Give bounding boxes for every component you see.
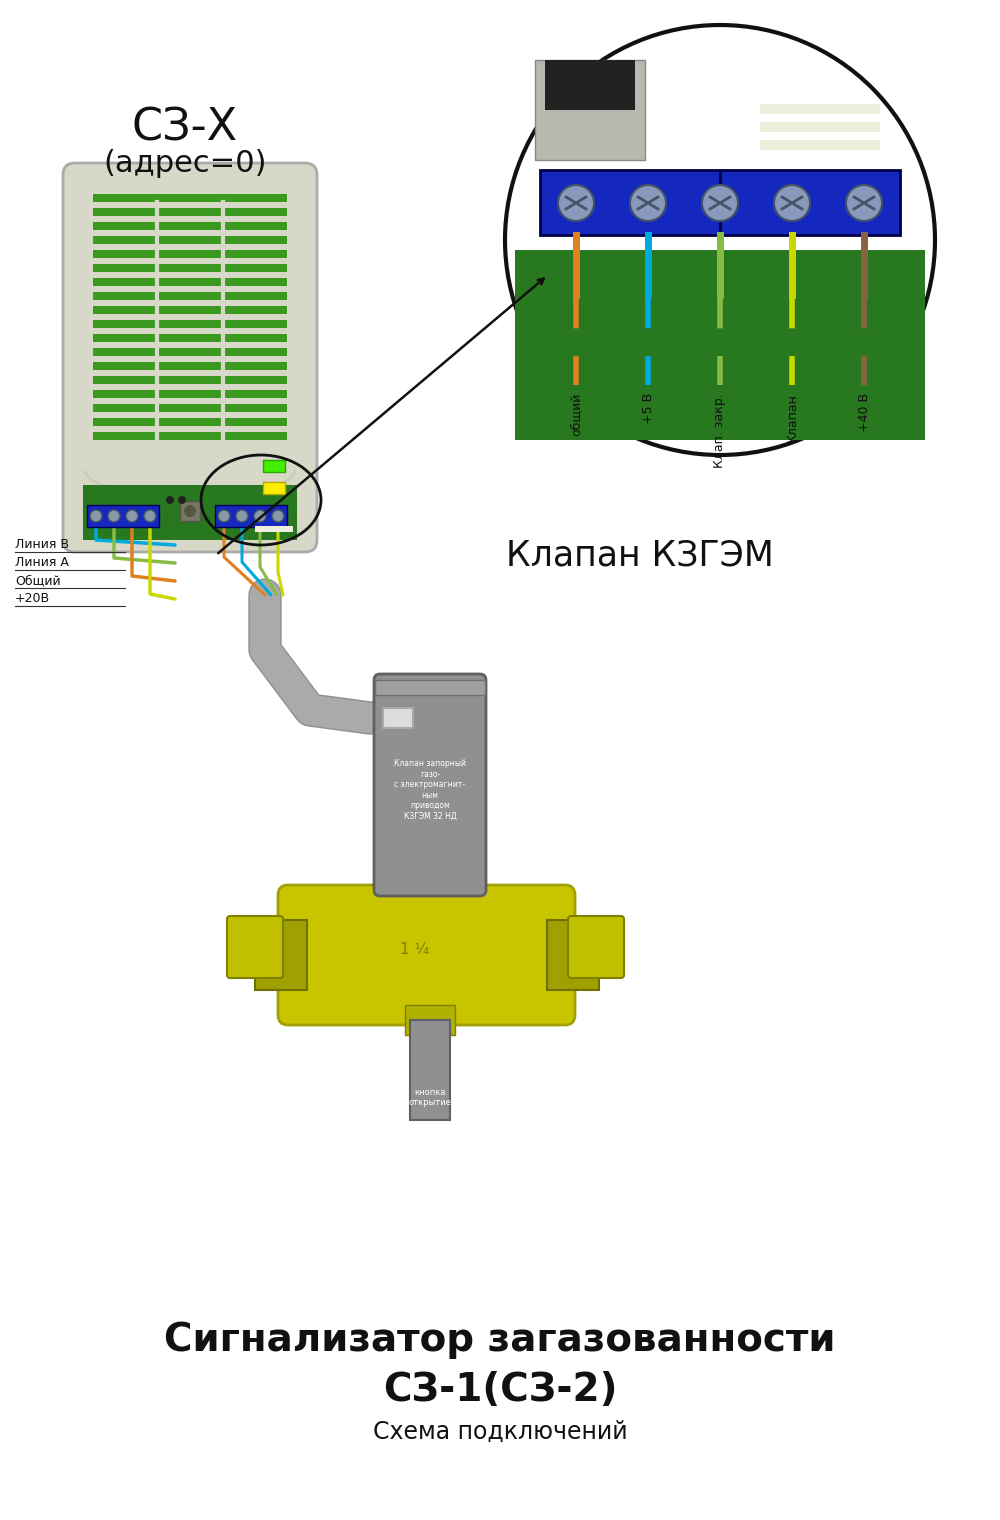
- Bar: [263, 482, 285, 494]
- Text: СЗ-1(СЗ-2): СЗ-1(СЗ-2): [383, 1371, 617, 1409]
- Bar: [93, 418, 287, 426]
- Circle shape: [126, 511, 138, 521]
- Bar: [760, 122, 880, 132]
- Bar: [93, 348, 287, 356]
- Text: Линия В: Линия В: [15, 538, 69, 552]
- Circle shape: [774, 185, 810, 220]
- Bar: [383, 708, 413, 728]
- Circle shape: [90, 511, 102, 521]
- Text: Схема подключений: Схема подключений: [373, 1420, 627, 1444]
- Circle shape: [630, 185, 666, 220]
- Bar: [93, 195, 287, 202]
- FancyBboxPatch shape: [63, 163, 317, 552]
- FancyBboxPatch shape: [568, 917, 624, 977]
- Text: +40 В: +40 В: [858, 394, 870, 432]
- Text: общий: общий: [570, 394, 582, 436]
- Bar: [93, 432, 287, 439]
- Bar: [375, 679, 485, 695]
- Text: СЗ-Х: СЗ-Х: [132, 106, 238, 149]
- Bar: [93, 264, 287, 272]
- Bar: [93, 222, 287, 230]
- Text: 1 ¹⁄₄: 1 ¹⁄₄: [400, 942, 430, 958]
- Bar: [263, 461, 285, 473]
- Bar: [93, 236, 287, 245]
- Bar: [93, 334, 287, 342]
- Circle shape: [558, 185, 594, 220]
- FancyBboxPatch shape: [374, 673, 486, 895]
- Bar: [93, 306, 287, 315]
- Text: (адрес=0): (адрес=0): [103, 149, 267, 178]
- Text: +20В: +20В: [15, 593, 50, 605]
- Bar: [215, 505, 287, 527]
- Bar: [255, 920, 307, 990]
- Circle shape: [184, 505, 196, 517]
- Circle shape: [108, 511, 120, 521]
- Bar: [93, 362, 287, 369]
- Bar: [93, 404, 287, 412]
- Bar: [83, 485, 297, 540]
- Bar: [545, 59, 635, 109]
- Circle shape: [178, 496, 186, 505]
- Text: Клапан КЗГЭМ: Клапан КЗГЭМ: [506, 538, 774, 572]
- Bar: [93, 208, 287, 216]
- Bar: [410, 1020, 450, 1120]
- Bar: [93, 391, 287, 398]
- Circle shape: [505, 24, 935, 454]
- Circle shape: [702, 185, 738, 220]
- Bar: [93, 292, 287, 299]
- Bar: [93, 375, 287, 385]
- Bar: [540, 170, 900, 236]
- Text: Клапан запорный
газо-
с электромагнит-
ным
приводом
КЗГЭМ 32 НД: Клапан запорный газо- с электромагнит- н…: [394, 760, 466, 821]
- Bar: [760, 140, 880, 150]
- Circle shape: [846, 185, 882, 220]
- Circle shape: [144, 511, 156, 521]
- Circle shape: [166, 496, 174, 505]
- Circle shape: [218, 511, 230, 521]
- FancyBboxPatch shape: [227, 917, 283, 977]
- Circle shape: [254, 511, 266, 521]
- Bar: [87, 505, 159, 527]
- Bar: [760, 103, 880, 114]
- Bar: [515, 249, 925, 439]
- Text: кнопка
открытие: кнопка открытие: [409, 1088, 451, 1108]
- Bar: [93, 249, 287, 258]
- Text: Клапан: Клапан: [786, 394, 798, 442]
- Text: +5 В: +5 В: [642, 394, 654, 424]
- Bar: [255, 526, 293, 532]
- Text: Линия А: Линия А: [15, 556, 69, 570]
- FancyBboxPatch shape: [278, 885, 575, 1024]
- Bar: [93, 321, 287, 328]
- Circle shape: [272, 511, 284, 521]
- Text: Общий: Общий: [15, 575, 61, 588]
- Bar: [535, 59, 645, 160]
- Bar: [547, 920, 599, 990]
- Bar: [405, 1005, 455, 1035]
- Bar: [93, 278, 287, 286]
- Text: Клап. закр.: Клап. закр.: [714, 394, 726, 468]
- Bar: [180, 502, 200, 521]
- Circle shape: [236, 511, 248, 521]
- Text: Сигнализатор загазованности: Сигнализатор загазованности: [164, 1321, 836, 1359]
